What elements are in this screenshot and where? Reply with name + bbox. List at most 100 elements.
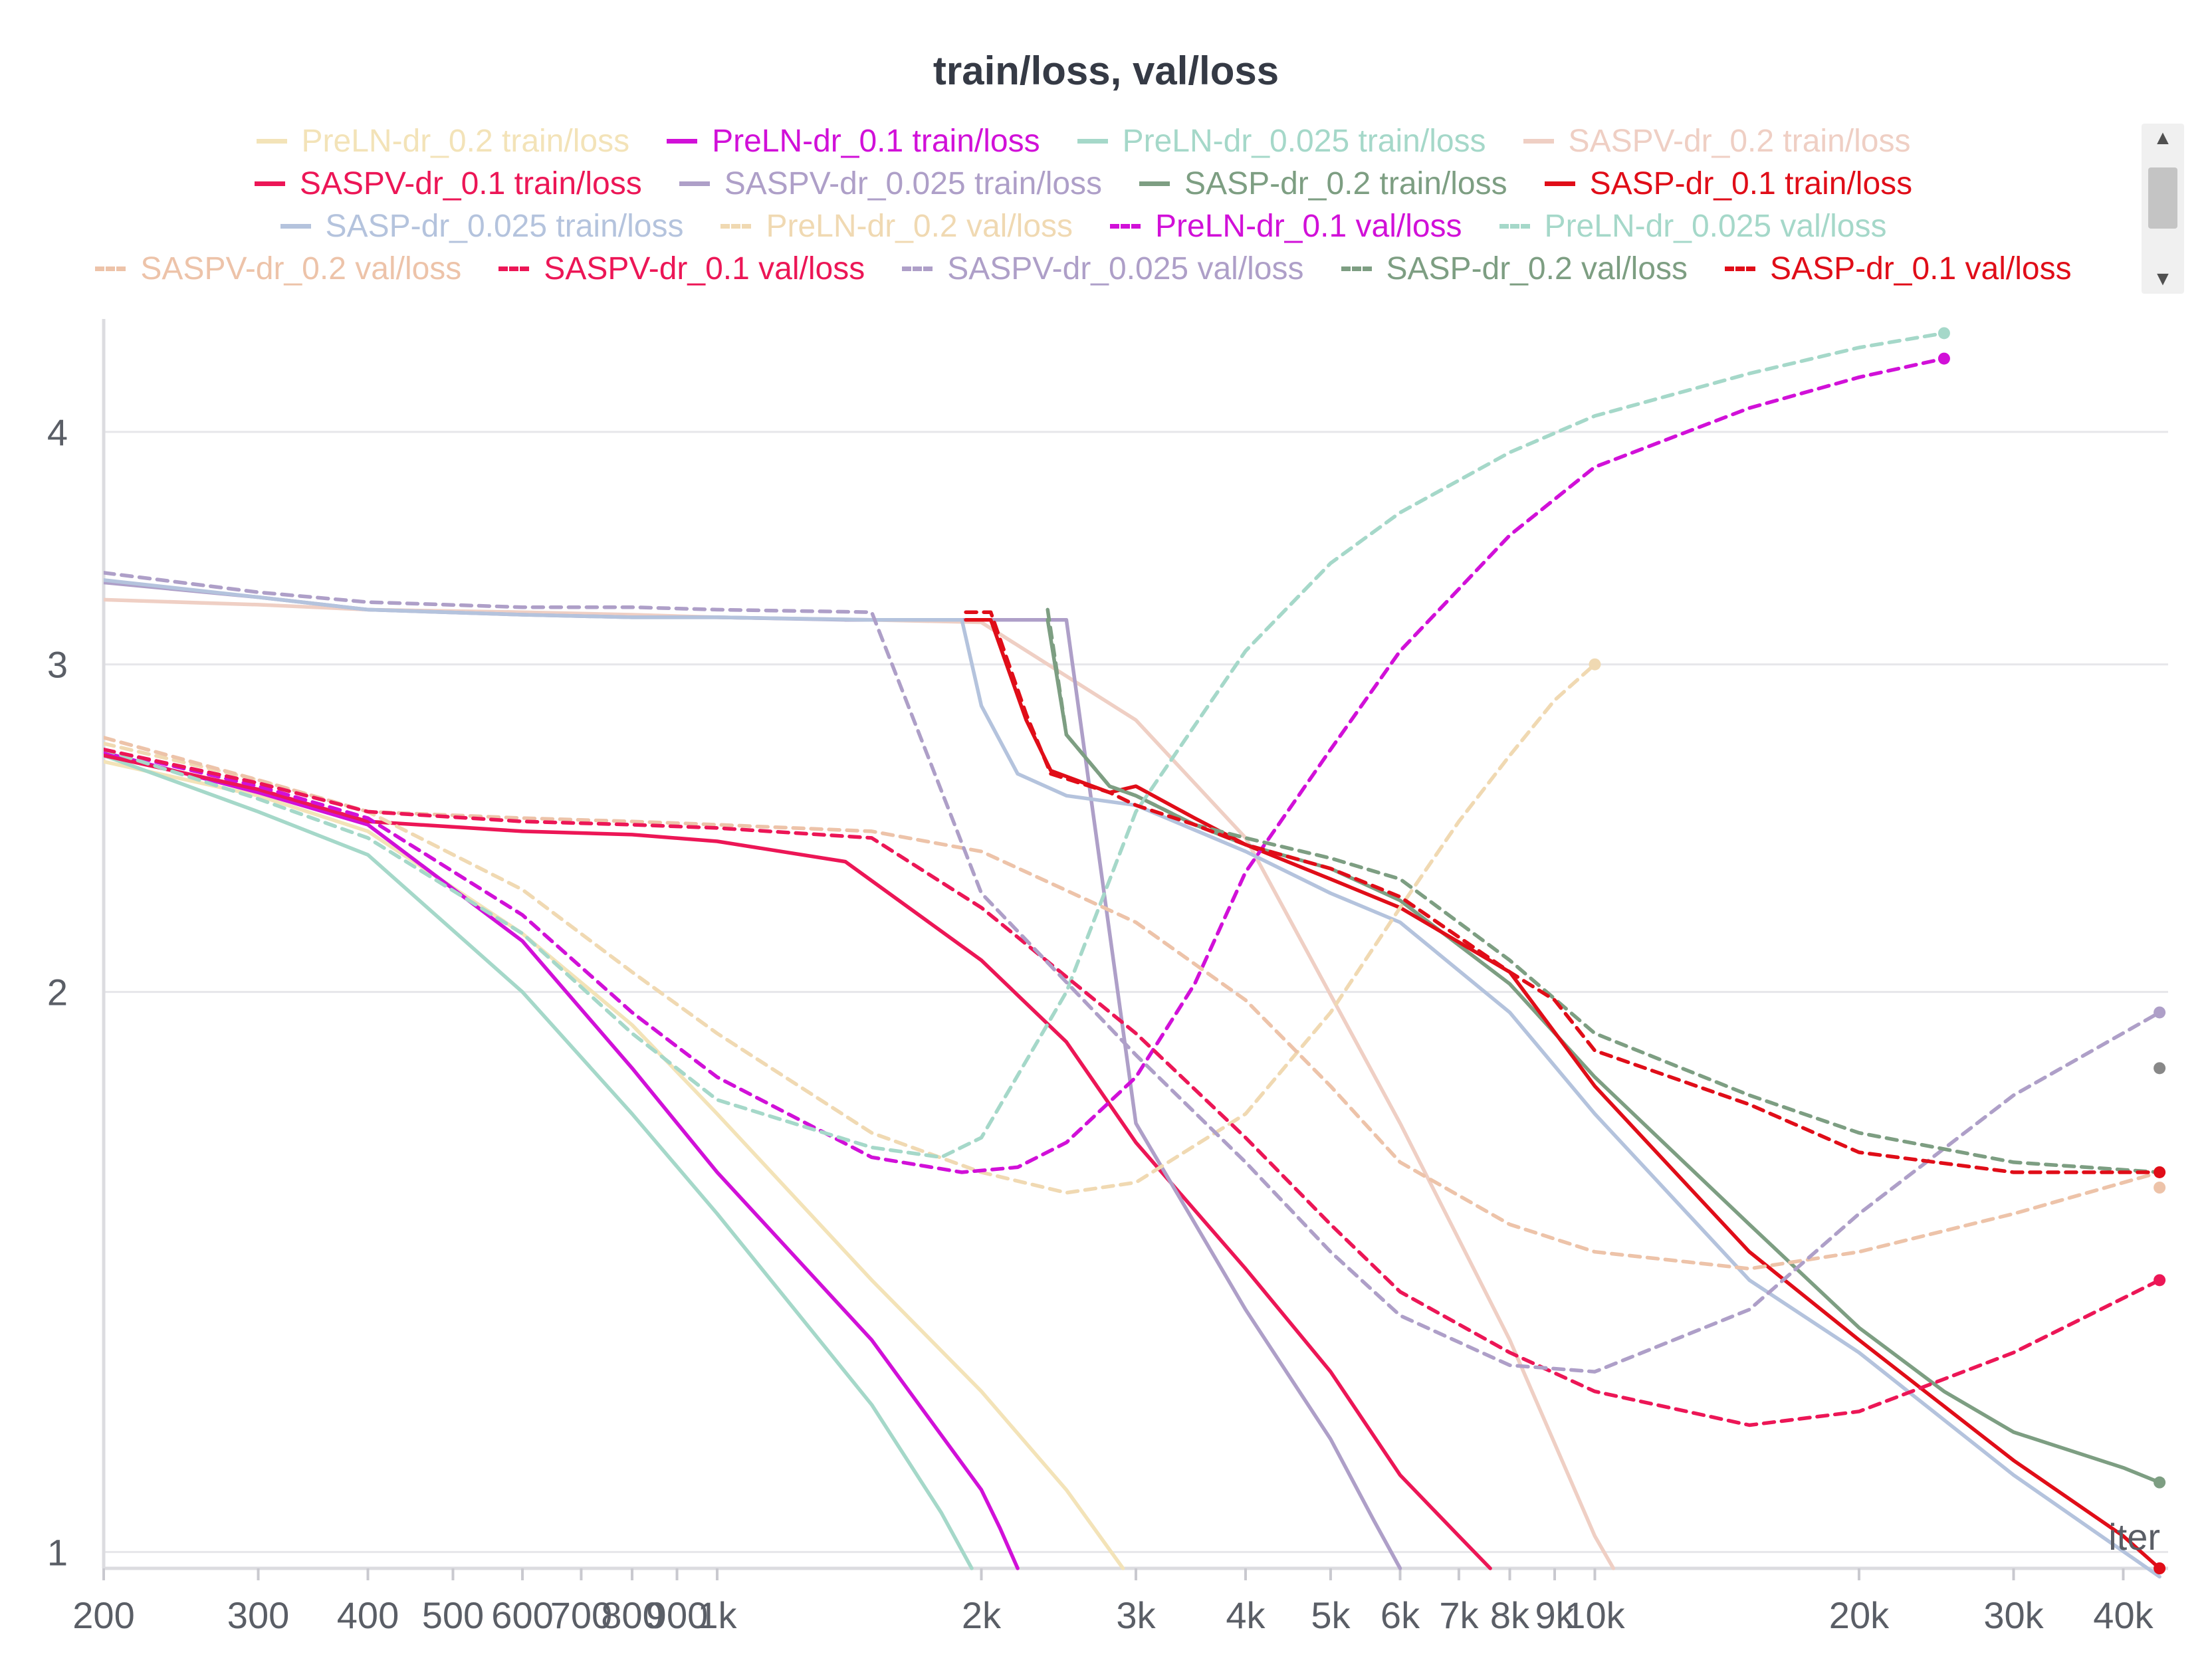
legend-item-preln-dr-0-1-val-loss[interactable]: PreLN-dr_0.1 val/loss <box>1110 208 1462 245</box>
x-tick-label: 200 <box>72 1594 134 1636</box>
legend-label: PreLN-dr_0.025 val/loss <box>1544 208 1887 244</box>
legend-swatch <box>498 266 530 271</box>
series-line-saspv-dr-0-2-train-loss <box>104 597 1616 1570</box>
legend-item-sasp-dr-0-1-train-loss[interactable]: SASP-dr_0.1 train/loss <box>1544 165 1913 202</box>
legend-label: SASPV-dr_0.025 val/loss <box>947 251 1304 286</box>
end-marker-sasp-dr-0-1-val-loss <box>2154 1166 2166 1178</box>
legend-label: SASP-dr_0.2 val/loss <box>1386 251 1688 286</box>
legend-swatch <box>667 138 698 144</box>
legend-item-preln-dr-0-1-train-loss[interactable]: PreLN-dr_0.1 train/loss <box>667 123 1040 159</box>
legend-label: PreLN-dr_0.1 train/loss <box>712 123 1040 159</box>
x-tick-label: 8k <box>1490 1594 1530 1636</box>
legend-item-sasp-dr-0-1-val-loss[interactable]: SASP-dr_0.1 val/loss <box>1725 251 2072 287</box>
scroll-up-arrow-icon[interactable]: ▲ <box>2153 127 2173 149</box>
end-marker-saspv-dr-0-1-val-loss <box>2154 1274 2166 1287</box>
legend-swatch <box>902 266 933 271</box>
x-tick-label: 30k <box>1983 1594 2044 1636</box>
end-marker-sasp-dr-0-025-val-loss <box>2154 1062 2166 1075</box>
legend-label: SASPV-dr_0.1 val/loss <box>544 251 865 286</box>
legend-swatch <box>1077 138 1108 144</box>
end-marker-preln-dr-0-2-val-loss <box>1589 658 1601 671</box>
legend-item-preln-dr-0-025-val-loss[interactable]: PreLN-dr_0.025 val/loss <box>1499 208 1887 245</box>
series-line-saspv-dr-0-025-train-loss <box>104 580 1402 1570</box>
legend-label: PreLN-dr_0.2 val/loss <box>766 208 1073 244</box>
legend-item-sasp-dr-0-2-val-loss[interactable]: SASP-dr_0.2 val/loss <box>1341 251 1688 287</box>
x-axis-label: iter <box>2108 1516 2160 1558</box>
legend-item-saspv-dr-0-2-train-loss[interactable]: SASPV-dr_0.2 train/loss <box>1523 123 1911 159</box>
x-tick-label: 1k <box>697 1594 737 1636</box>
series-line-preln-dr-0-1-val-loss <box>104 356 1946 1174</box>
scroll-thumb[interactable] <box>2148 167 2177 229</box>
legend-swatch <box>1544 181 1575 186</box>
series-line-sasp-dr-0-2-val-loss <box>1046 607 2161 1174</box>
legend-item-preln-dr-0-2-val-loss[interactable]: PreLN-dr_0.2 val/loss <box>720 208 1073 245</box>
end-marker-saspv-dr-0-2-val-loss <box>2154 1182 2166 1194</box>
legend-label: SASPV-dr_0.1 train/loss <box>299 165 642 201</box>
legend-item-saspv-dr-0-1-val-loss[interactable]: SASPV-dr_0.1 val/loss <box>498 251 865 287</box>
legend-item-preln-dr-0-025-train-loss[interactable]: PreLN-dr_0.025 train/loss <box>1077 123 1486 159</box>
series-line-saspv-dr-0-1-train-loss <box>104 754 1492 1570</box>
y-tick-label: 3 <box>47 644 68 686</box>
series-line-preln-dr-0-2-val-loss <box>104 662 1597 1195</box>
legend-swatch <box>720 223 752 229</box>
legend-row: SASP-dr_0.025 train/loss PreLN-dr_0.2 val… <box>27 205 2140 247</box>
scroll-down-arrow-icon[interactable]: ▼ <box>2153 268 2173 290</box>
legend-swatch <box>1725 266 1756 271</box>
legend-label: SASP-dr_0.2 train/loss <box>1184 165 1507 201</box>
legend-swatch <box>280 223 311 229</box>
series-line-saspv-dr-0-2-val-loss <box>104 736 2161 1271</box>
x-tick-label: 400 <box>337 1594 399 1636</box>
legend-row: SASPV-dr_0.1 train/loss SASPV-dr_0.025 tr… <box>27 162 2140 205</box>
legend-swatch <box>679 181 710 186</box>
legend-row: SASPV-dr_0.2 val/loss SASPV-dr_0.1 val/lo… <box>27 247 2140 290</box>
y-tick-label: 1 <box>47 1531 68 1573</box>
x-tick-label: 40k <box>2093 1594 2154 1636</box>
legend-label: PreLN-dr_0.025 train/loss <box>1122 123 1486 159</box>
end-marker-sasp-dr-0-2-train-loss <box>2154 1476 2166 1489</box>
series-line-sasp-dr-0-1-train-loss <box>964 617 2161 1570</box>
x-tick-label: 900 <box>646 1594 708 1636</box>
x-tick-label: 600 <box>491 1594 553 1636</box>
legend-item-sasp-dr-0-025-train-loss[interactable]: SASP-dr_0.025 train/loss <box>280 208 683 245</box>
legend-item-saspv-dr-0-025-train-loss[interactable]: SASPV-dr_0.025 train/loss <box>679 165 1102 202</box>
x-tick-label: 9k <box>1535 1594 1575 1636</box>
end-marker-preln-dr-0-025-val-loss <box>1937 327 1950 340</box>
x-tick-label: 7k <box>1439 1594 1479 1636</box>
legend-swatch <box>1139 181 1170 186</box>
legend-swatch <box>1341 266 1372 271</box>
legend-item-sasp-dr-0-2-train-loss[interactable]: SASP-dr_0.2 train/loss <box>1139 165 1507 202</box>
series-line-preln-dr-0-025-val-loss <box>104 331 1946 1160</box>
legend-swatch <box>1523 138 1554 144</box>
series-line-sasp-dr-0-1-val-loss <box>964 610 2161 1174</box>
legend-item-saspv-dr-0-2-val-loss[interactable]: SASPV-dr_0.2 val/loss <box>95 251 461 287</box>
legend-label: SASPV-dr_0.2 train/loss <box>1568 123 1911 159</box>
legend-label: PreLN-dr_0.2 train/loss <box>301 123 630 159</box>
legend-label: SASP-dr_0.1 train/loss <box>1589 165 1913 201</box>
legend-label: SASP-dr_0.1 val/loss <box>1770 251 2072 286</box>
series-line-sasp-dr-0-025-train-loss <box>104 578 2161 1579</box>
legend-swatch <box>1499 223 1530 229</box>
legend-swatch <box>256 138 287 144</box>
legend-item-preln-dr-0-2-train-loss[interactable]: PreLN-dr_0.2 train/loss <box>256 123 630 159</box>
series-line-saspv-dr-0-025-val-loss <box>104 571 2161 1374</box>
y-tick-label: 2 <box>47 972 68 1013</box>
legend-label: SASPV-dr_0.025 train/loss <box>724 165 1103 201</box>
legend-swatch <box>254 181 285 186</box>
series-line-saspv-dr-0-1-val-loss <box>104 748 2161 1427</box>
series-group <box>104 331 2161 1579</box>
legend-label: SASPV-dr_0.2 val/loss <box>140 251 462 286</box>
legend-item-saspv-dr-0-1-train-loss[interactable]: SASPV-dr_0.1 train/loss <box>254 165 642 202</box>
chart-title: train/loss, val/loss <box>933 49 1279 93</box>
x-tick-label: 500 <box>422 1594 484 1636</box>
x-tick-label: 5k <box>1311 1594 1351 1636</box>
end-marker-saspv-dr-0-025-val-loss <box>2154 1006 2166 1019</box>
x-tick-label: 3k <box>1116 1594 1156 1636</box>
legend-row: PreLN-dr_0.2 train/loss PreLN-dr_0.1 trai… <box>27 120 2140 162</box>
legend-item-saspv-dr-0-025-val-loss[interactable]: SASPV-dr_0.025 val/loss <box>902 251 1304 287</box>
legend-scrollbar[interactable]: ▲ ▼ <box>2142 124 2184 294</box>
x-tick-label: 6k <box>1381 1594 1420 1636</box>
legend-swatch <box>95 266 126 271</box>
x-tick-label: 20k <box>1829 1594 1890 1636</box>
